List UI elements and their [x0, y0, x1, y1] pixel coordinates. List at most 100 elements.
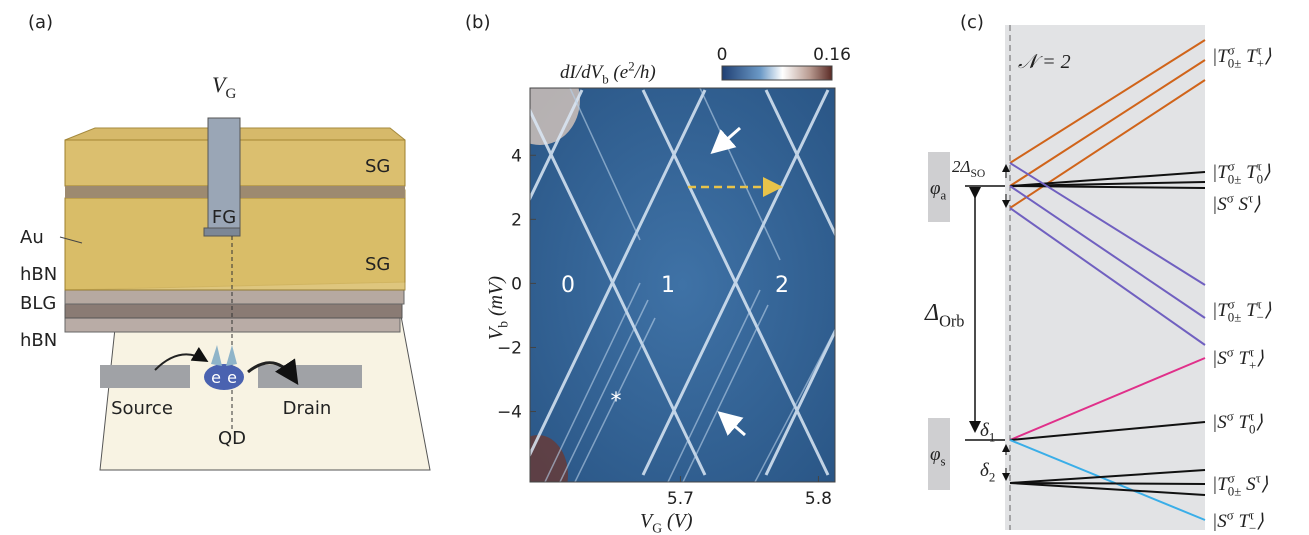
text-part: φ — [930, 444, 941, 465]
text-part: σ — [1227, 344, 1234, 359]
panel-label: (c) — [960, 12, 984, 33]
layer-label: hBN — [20, 264, 57, 285]
region-label: 1 — [661, 273, 675, 298]
text-part: |T — [1212, 46, 1229, 67]
text-part: /h) — [634, 62, 656, 83]
drain-label: Drain — [283, 398, 332, 419]
colorbar — [722, 66, 832, 80]
y-tick-label: 4 — [511, 146, 522, 166]
delta-so-label: 2ΔSO — [952, 157, 985, 180]
text-part: G — [225, 86, 236, 102]
panel-label: (b) — [465, 12, 490, 33]
delta-1-label: δ1 — [980, 420, 995, 444]
particle-number: 𝒩 = 2 — [1018, 51, 1071, 73]
text-part: ⟩ — [1256, 511, 1264, 532]
text-part: (V) — [662, 510, 693, 532]
text-part: ⟩ — [1264, 300, 1272, 321]
text-part: G — [652, 521, 662, 535]
text-part: a — [941, 187, 947, 202]
text-part: ⟩ — [1264, 46, 1272, 67]
region-label: 0 — [561, 273, 575, 298]
text-part: ⟩ — [1261, 474, 1269, 495]
text-part: 0± — [1228, 309, 1242, 324]
text-part: |T — [1212, 162, 1229, 183]
text-part: (mV) — [485, 276, 507, 321]
text-part: S — [1241, 474, 1256, 495]
state-label: |Sσ Sτ⟩ — [1212, 190, 1261, 215]
text-part: S — [1234, 194, 1249, 215]
text-part: Δ — [924, 300, 939, 326]
text-part: 0± — [1228, 483, 1242, 498]
sg-label: SG — [365, 156, 390, 177]
text-part: T — [1241, 300, 1258, 321]
colorbar-tick-label: 0 — [717, 45, 728, 65]
text-part: |S — [1212, 511, 1227, 532]
region-label: 2 — [775, 273, 789, 298]
text-part: 0± — [1228, 171, 1242, 186]
y-axis-label: Vb (mV) — [485, 276, 511, 340]
colorbar-label: dI/dVb (e2/h) — [560, 58, 656, 86]
text-part: T — [1234, 412, 1251, 433]
text-part: ⟩ — [1253, 194, 1261, 215]
electron: e — [211, 368, 221, 387]
text-part: σ — [1227, 507, 1234, 522]
qd-label: QD — [218, 428, 246, 449]
text-part: φ — [930, 178, 941, 199]
text-part: (e — [609, 62, 629, 83]
text-part: Orb — [939, 312, 964, 331]
panel-label: (a) — [28, 12, 53, 33]
gate-label: VG — [212, 72, 236, 102]
text-part: σ — [1227, 408, 1234, 423]
x-axis-label: VG (V) — [640, 510, 693, 535]
star-label: * — [611, 389, 622, 414]
text-part: |S — [1212, 194, 1227, 215]
y-tick-label: 2 — [511, 210, 522, 230]
text-part: dI/dV — [560, 62, 605, 83]
x-tick-label: 5.8 — [805, 489, 832, 509]
text-part: T — [1234, 348, 1251, 369]
text-part: + — [1249, 357, 1256, 372]
level-diagram — [928, 25, 1205, 530]
y-tick-label: −4 — [497, 403, 522, 423]
delta-2-label: δ2 — [980, 460, 995, 484]
text-part: ⟩ — [1263, 162, 1271, 183]
text-part: − — [1249, 520, 1256, 535]
text-part: SO — [970, 167, 985, 180]
text-part: − — [1257, 309, 1264, 324]
text-part: |T — [1212, 474, 1229, 495]
text-part: 0± — [1228, 55, 1242, 70]
state-label: |Sσ Tτ+⟩ — [1212, 344, 1264, 372]
text-part: T — [1241, 46, 1258, 67]
fg-label: FG — [212, 207, 236, 228]
text-part: 2Δ — [952, 157, 971, 176]
y-tick-label: 0 — [511, 274, 522, 294]
text-part: + — [1257, 55, 1264, 70]
text-part: ⟩ — [1255, 412, 1263, 433]
state-label: |Tσ0± Tτ−⟩ — [1212, 296, 1272, 324]
text-part: ⟩ — [1256, 348, 1264, 369]
text-part: 2 — [989, 469, 995, 484]
layer-label: Au — [20, 227, 44, 248]
delta-orb-label: ΔOrb — [924, 300, 964, 331]
electron: e — [227, 368, 237, 387]
sg-label: SG — [365, 254, 390, 275]
colorbar-tick-label: 0.16 — [813, 45, 851, 65]
text-part: T — [1241, 162, 1258, 183]
figure: (a) SG FG SG Au hBN BLG hBN e e Source D… — [0, 0, 1309, 535]
layer-label: BLG — [20, 293, 56, 314]
text-part: |S — [1212, 412, 1227, 433]
text-part: |S — [1212, 348, 1227, 369]
text-part: σ — [1227, 190, 1234, 205]
text-part: s — [941, 453, 946, 468]
y-tick-label: −2 — [497, 338, 522, 358]
text-part: 1 — [989, 429, 995, 444]
text-part: |T — [1212, 300, 1229, 321]
x-tick-label: 5.7 — [667, 489, 694, 509]
state-label: |Sσ Tτ−⟩ — [1212, 507, 1264, 535]
source-label: Source — [111, 398, 173, 419]
layer-label: hBN — [20, 330, 57, 351]
state-label: |Tσ0± Tτ+⟩ — [1212, 42, 1272, 70]
